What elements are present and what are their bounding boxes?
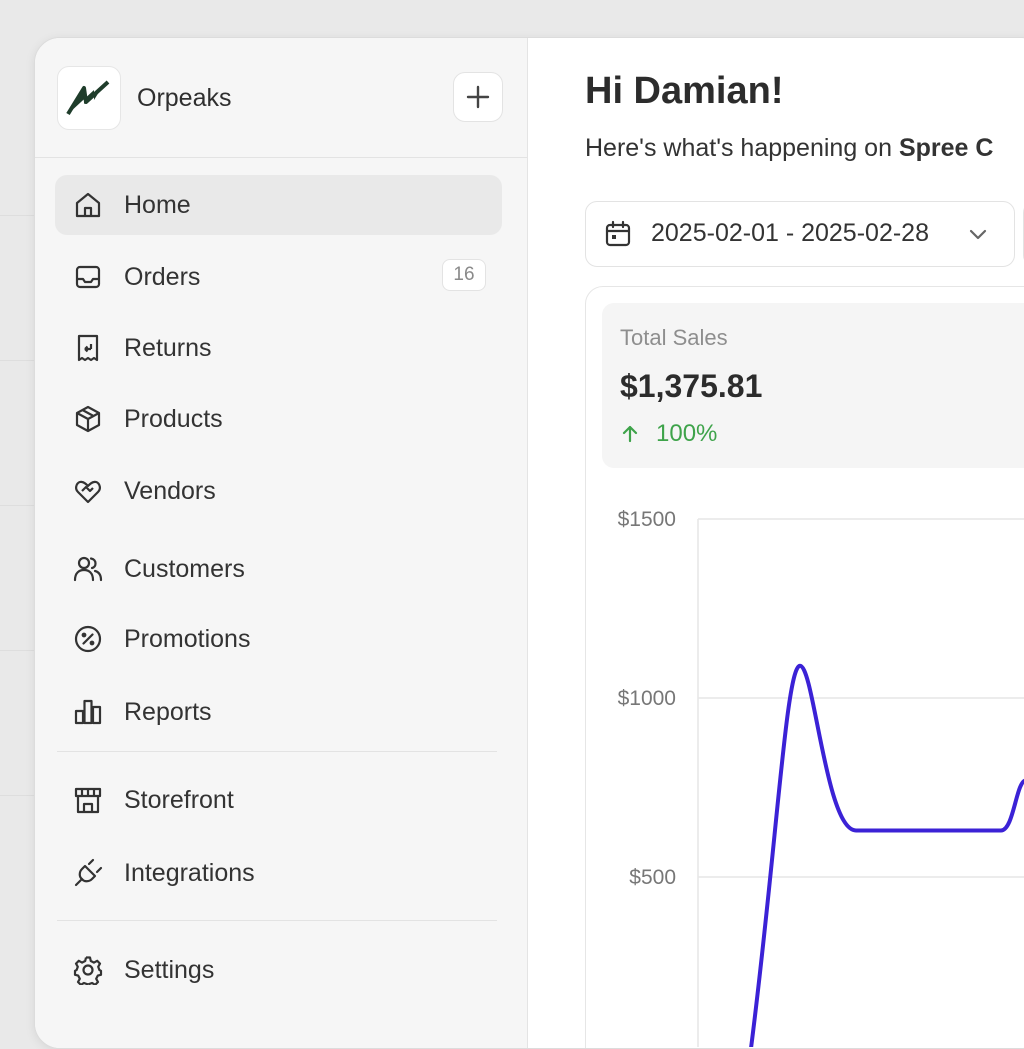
sidebar-item-vendors[interactable]: Vendors [55, 461, 502, 521]
divider [57, 920, 497, 921]
home-icon [75, 192, 101, 218]
sidebar: Orpeaks Home Orders 16 [35, 38, 528, 1048]
page-title: Hi Damian! [585, 70, 784, 112]
calendar-icon [605, 220, 631, 247]
y-tick-label: $1500 [618, 508, 676, 531]
app-window: Orpeaks Home Orders 16 [34, 37, 1024, 1049]
backdrop [0, 0, 36, 1024]
sidebar-item-promotions[interactable]: Promotions [55, 609, 502, 669]
sidebar-item-integrations[interactable]: Integrations [55, 843, 502, 903]
sidebar-item-reports[interactable]: Reports [55, 682, 502, 742]
sidebar-item-orders[interactable]: Orders 16 [55, 247, 502, 307]
sales-series-line [749, 663, 1024, 1047]
add-button[interactable] [453, 72, 503, 122]
subtitle-text: Here's what's happening on [585, 134, 892, 162]
sidebar-item-label: Home [124, 190, 191, 219]
date-range-value: 2025-02-01 - 2025-02-28 [651, 219, 929, 247]
bar-chart-icon [74, 699, 102, 725]
subtitle-store-name: Spree C [898, 134, 994, 162]
trend-logo-icon [66, 80, 110, 116]
box-icon [75, 405, 101, 433]
stat-title: Total Sales [620, 325, 728, 350]
total-sales-stat[interactable]: Total Sales $1,375.81 100% [602, 303, 1024, 468]
sidebar-item-label: Integrations [124, 858, 255, 887]
sidebar-item-products[interactable]: Products [55, 389, 502, 449]
y-tick-label: $500 [629, 866, 676, 889]
receipt-return-icon [77, 334, 99, 362]
sidebar-item-label: Settings [124, 955, 215, 984]
sidebar-item-returns[interactable]: Returns [55, 318, 502, 378]
divider [57, 751, 497, 752]
main-content: Hi Damian! Here's what's happening on Sp… [528, 38, 1024, 1048]
sales-line-chart: $1500 $1000 $500 [618, 508, 1024, 1047]
sidebar-item-label: Customers [124, 554, 245, 583]
sidebar-item-home[interactable]: Home [55, 175, 502, 235]
divider [35, 157, 527, 158]
sidebar-item-label: Vendors [124, 476, 216, 505]
y-tick-label: $1000 [618, 687, 676, 710]
sidebar-item-label: Products [124, 404, 223, 433]
handshake-heart-icon [75, 480, 101, 504]
sidebar-item-label: Storefront [124, 785, 234, 814]
sidebar-item-settings[interactable]: Settings [55, 940, 502, 1000]
arrow-up-icon [622, 425, 638, 443]
store-icon [74, 787, 102, 814]
inbox-icon [75, 265, 101, 289]
sidebar-item-label: Returns [124, 333, 212, 362]
analytics-card: Total Sales $1,375.81 100% $1500 $1000 $50… [585, 286, 1024, 1048]
chevron-down-icon [969, 229, 987, 240]
plug-icon [74, 858, 103, 887]
users-icon [73, 556, 103, 582]
sidebar-item-storefront[interactable]: Storefront [55, 770, 502, 830]
stat-value: $1,375.81 [620, 368, 763, 404]
page-subtitle: Here's what's happening on Spree C [585, 134, 993, 163]
gear-icon [73, 956, 103, 985]
stat-change-value: 100% [656, 420, 718, 447]
sidebar-item-customers[interactable]: Customers [55, 539, 502, 599]
stat-change: 100% [620, 420, 717, 448]
sidebar-item-label: Orders [124, 262, 201, 291]
store-name[interactable]: Orpeaks [137, 84, 232, 112]
date-range-picker[interactable]: 2025-02-01 - 2025-02-28 [585, 201, 1015, 267]
sidebar-item-label: Reports [124, 697, 212, 726]
sidebar-item-label: Promotions [124, 624, 251, 653]
plus-icon [466, 85, 490, 109]
orders-count-badge: 16 [442, 259, 486, 291]
percent-icon [74, 625, 102, 653]
store-logo[interactable] [57, 66, 121, 130]
